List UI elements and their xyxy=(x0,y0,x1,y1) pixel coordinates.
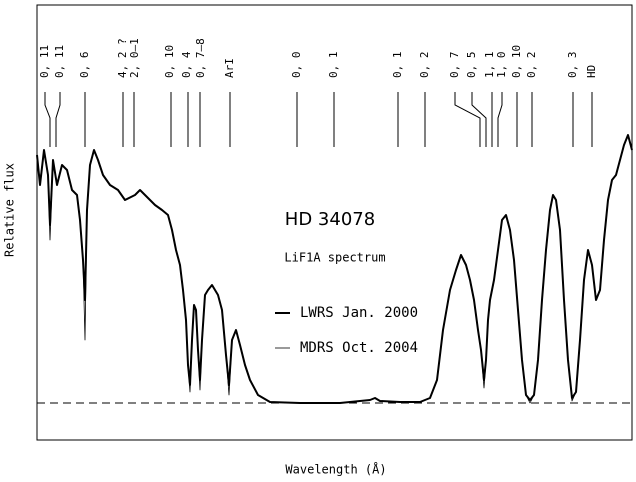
feature-marker xyxy=(55,92,61,147)
feature-label: 0, 11 xyxy=(53,45,66,78)
spectrum-line xyxy=(36,134,633,404)
feature-label: 0, 11 xyxy=(38,45,51,78)
feature-label: 0, 7 xyxy=(448,52,461,79)
feature-label: 1, 1 xyxy=(483,52,496,79)
feature-label: 0, 4 xyxy=(180,51,193,78)
feature-label: 0, 1 xyxy=(327,52,340,79)
x-axis-label: Wavelength (Å) xyxy=(285,462,386,477)
chart-title: HD 34078 xyxy=(285,209,375,230)
feature-label: 0, 0 xyxy=(290,52,303,79)
y-axis-label: Relative flux xyxy=(3,163,17,257)
plot-frame xyxy=(36,4,633,441)
feature-label: HD xyxy=(585,65,598,78)
feature-label: 0, 10 xyxy=(510,45,523,78)
feature-label: 0, 1 xyxy=(391,52,404,79)
legend-label: LWRS Jan. 2000 xyxy=(300,305,418,321)
feature-marker xyxy=(454,92,481,147)
feature-marker xyxy=(471,92,487,147)
feature-label: 2, 0–1 xyxy=(128,38,141,78)
feature-label: 1, 0 xyxy=(495,52,508,79)
legend-label: MDRS Oct. 2004 xyxy=(300,340,418,356)
chart-subtitle: LiF1A spectrum xyxy=(284,251,385,265)
feature-label: 4, 2 ? xyxy=(116,38,129,78)
feature-label: 0, 3 xyxy=(566,52,579,79)
feature-label: 0, 6 xyxy=(78,52,91,79)
spectrum-line xyxy=(36,134,633,404)
feature-label: 0, 10 xyxy=(163,45,176,78)
feature-label: 0, 7–8 xyxy=(194,38,207,78)
feature-marker xyxy=(44,92,51,147)
feature-marker xyxy=(497,92,503,147)
feature-label: 0, 2 xyxy=(525,52,538,79)
feature-label: 0, 2 xyxy=(418,52,431,79)
feature-label: ArI xyxy=(223,58,236,78)
feature-label: 0, 5 xyxy=(465,52,478,79)
